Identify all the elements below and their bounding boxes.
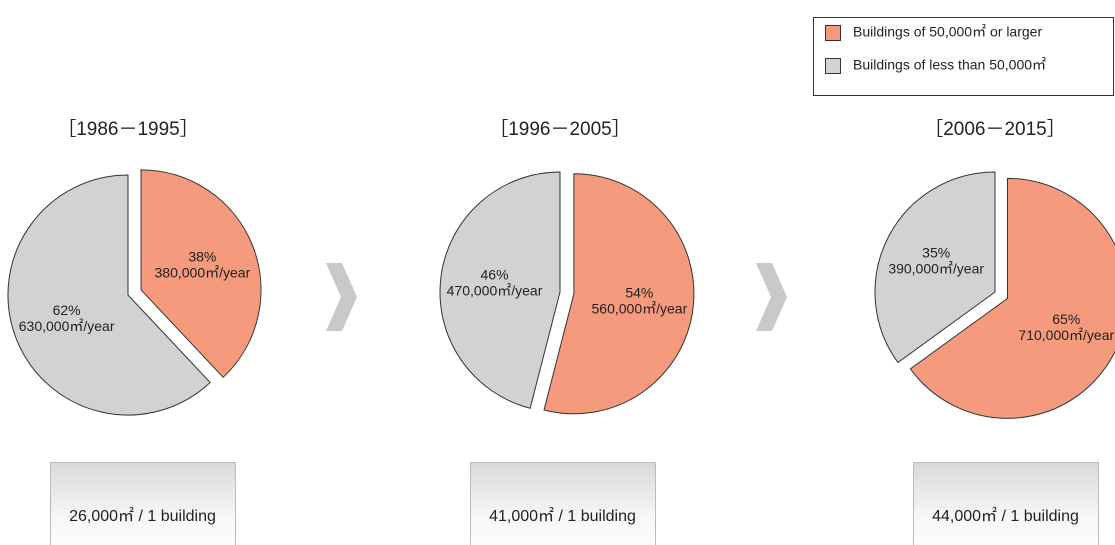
area-label: 710,000㎡/year [1018,327,1114,343]
value-label: 54% [625,285,653,301]
arrow [756,263,787,331]
legend-label: Buildings of 50,000㎡ or larger [853,24,1042,40]
per-building-box [913,462,1099,545]
pie-slice [7,174,211,416]
value-label: 62% [53,302,81,318]
area-label: 470,000㎡/year [447,282,543,298]
chart-title: ［1986－1995］ [57,118,199,140]
pie-slice [909,177,1115,419]
area-label: 390,000㎡/year [888,261,984,277]
legend-label: Buildings of less than 50,000㎡ [853,57,1046,73]
chart-title: ［1996－2005］ [489,118,631,140]
legend-swatch [825,58,841,74]
arrow [326,263,357,331]
area-label: 560,000㎡/year [592,301,688,317]
per-building-box [470,462,656,545]
per-building-box [50,462,236,545]
per-building-label: 41,000㎡ / 1 building [489,507,636,525]
per-building-label: 44,000㎡ / 1 building [932,507,1079,525]
value-label: 38% [188,248,216,264]
chart-title: ［2006－2015］ [924,118,1066,140]
pie-slice [874,171,996,364]
legend-box [813,17,1114,96]
per-building-label: 26,000㎡ / 1 building [69,507,216,525]
pie-slice [543,173,695,415]
value-label: 46% [481,266,509,282]
area-label: 380,000㎡/year [155,264,251,280]
legend-swatch [825,25,841,41]
area-label: 630,000㎡/year [19,318,115,334]
pie-slice [439,171,561,409]
value-label: 65% [1052,311,1080,327]
value-label: 35% [922,245,950,261]
pie-slice [140,169,262,379]
